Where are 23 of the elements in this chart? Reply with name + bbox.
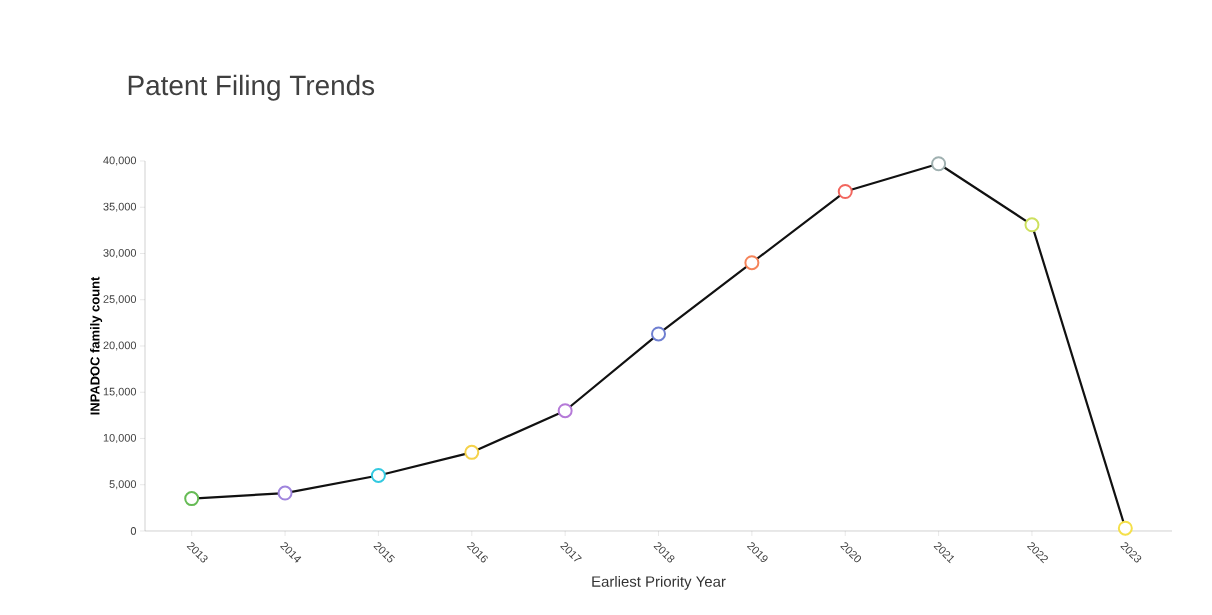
- point: [464, 444, 480, 460]
- y-tick-label: 10,000: [103, 433, 137, 444]
- y-tick-label: 40,000: [103, 156, 137, 166]
- x-axis-title: Earliest Priority Year: [592, 575, 726, 590]
- y-tick-label: 5,000: [109, 480, 137, 490]
- y-axis-title: INPADOC family count: [90, 276, 103, 415]
- point: [651, 326, 667, 342]
- point: [1117, 520, 1133, 536]
- y-tick-label: 35,000: [103, 202, 137, 212]
- y-tick-label: 25,000: [103, 295, 137, 305]
- y-tick-label: 15,000: [103, 387, 137, 397]
- point: [184, 491, 200, 507]
- point: [370, 467, 386, 483]
- point: [931, 156, 947, 172]
- y-tick-label: 0: [130, 527, 137, 535]
- point: [744, 255, 760, 271]
- y-tick-label: 20,000: [103, 341, 137, 351]
- chart-title: Patent Filing Trends: [128, 74, 375, 101]
- y-tick-label: 30,000: [103, 248, 137, 259]
- point: [837, 184, 853, 200]
- point: [557, 403, 573, 419]
- point: [277, 485, 293, 501]
- point: [1024, 217, 1040, 233]
